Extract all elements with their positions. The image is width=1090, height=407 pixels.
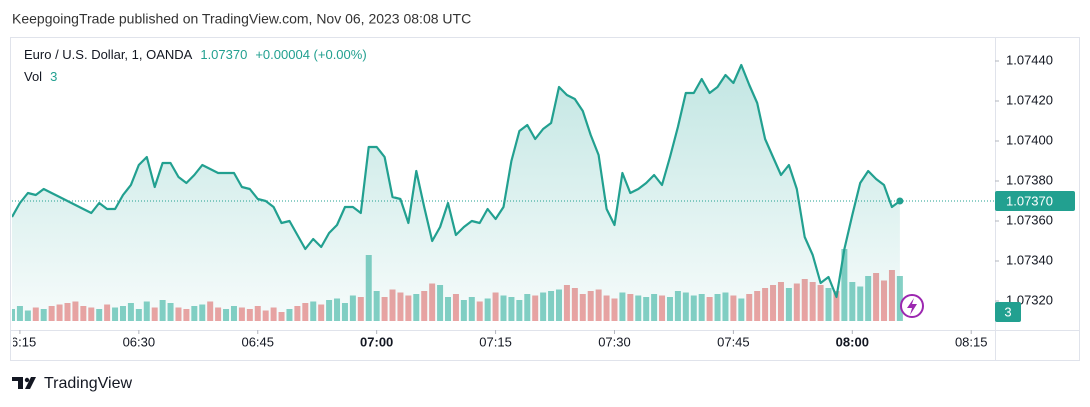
brand-logo bbox=[12, 377, 36, 389]
y-tick-label: 1.07400 bbox=[1006, 132, 1053, 147]
area bbox=[12, 65, 900, 321]
icon-bolt[interactable] bbox=[907, 298, 917, 315]
legend-symbol: Euro / U.S. Dollar, 1, OANDA bbox=[24, 47, 193, 62]
lightning-icon[interactable] bbox=[900, 294, 924, 318]
volume-legend-value: 3 bbox=[50, 69, 57, 84]
time-axis: 06:15 06:30 06:45 07:00 07:15 07:30 07:45 08:00… bbox=[4, 330, 988, 349]
x-tick-label: 07:45 bbox=[717, 334, 750, 349]
legend-last: 1.07370 bbox=[200, 47, 247, 62]
legend: Euro / U.S. Dollar, 1, OANDA 1.07370 +0.00… bbox=[24, 47, 367, 62]
volume-tag-label: 3 bbox=[1004, 304, 1011, 319]
x-tick-label: 06:15 bbox=[4, 334, 37, 349]
price-tag bbox=[995, 191, 1075, 211]
x-tick-label: 07:30 bbox=[598, 334, 631, 349]
y-tick-label: 1.07360 bbox=[1006, 212, 1053, 227]
y-tick-label: 1.07420 bbox=[1006, 92, 1053, 107]
logo-v bbox=[25, 377, 36, 389]
logo-t bbox=[12, 377, 23, 389]
x-tick-label: 06:45 bbox=[241, 334, 274, 349]
panel-border bbox=[10, 37, 1080, 361]
price-line bbox=[12, 63, 901, 299]
volume-legend: Vol 3 bbox=[24, 69, 57, 84]
last-point bbox=[896, 197, 904, 205]
x-tick-label: 08:15 bbox=[955, 334, 988, 349]
volume-tag bbox=[995, 302, 1021, 322]
x-tick-label: 07:15 bbox=[479, 334, 512, 349]
y-tick-label: 1.07340 bbox=[1006, 252, 1053, 267]
x-tick-label: 06:30 bbox=[123, 334, 156, 349]
plot-area bbox=[12, 63, 995, 321]
logo-dot bbox=[24, 377, 30, 383]
x-tick-label: 08:00 bbox=[836, 334, 869, 349]
price-tag-label: 1.07370 bbox=[1006, 193, 1053, 208]
brand-name: TradingView bbox=[44, 375, 132, 392]
volume-legend-name: Vol bbox=[24, 69, 42, 84]
legend-change: +0.00004 (+0.00%) bbox=[255, 47, 366, 62]
page-title: KeepgoingTrade published on TradingView.… bbox=[12, 11, 471, 27]
y-tick-label: 1.07440 bbox=[1006, 52, 1053, 67]
y-tick-label: 1.07380 bbox=[1006, 172, 1053, 187]
x-tick-label: 07:00 bbox=[360, 334, 393, 349]
